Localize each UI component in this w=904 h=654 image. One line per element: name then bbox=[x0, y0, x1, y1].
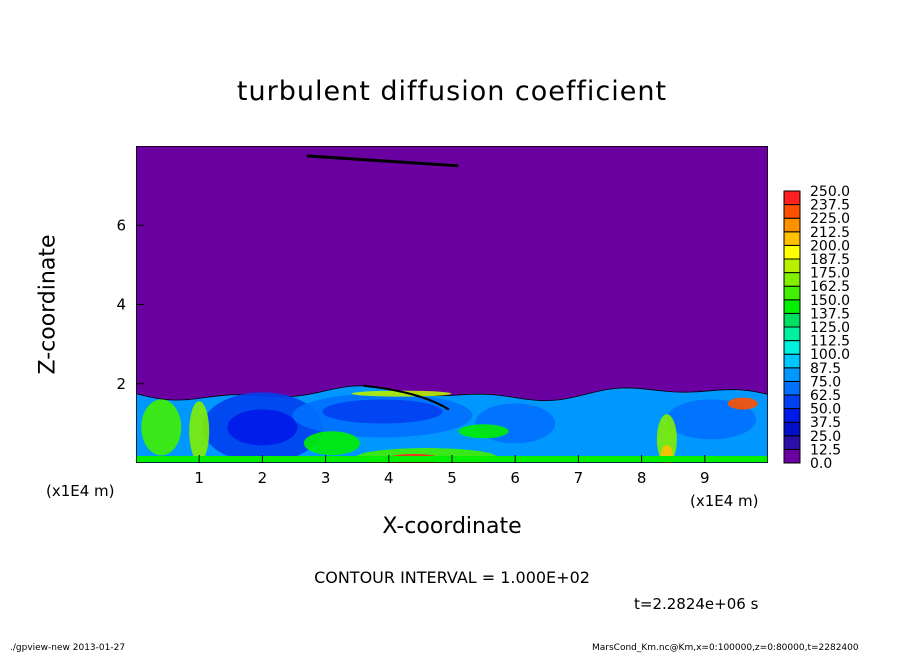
field-patch bbox=[141, 399, 182, 456]
colorbar-label: 175.0 bbox=[810, 266, 850, 282]
contour-line bbox=[363, 384, 450, 411]
colorbar-label: 75.0 bbox=[810, 374, 841, 390]
field-patch bbox=[660, 445, 673, 463]
colorbar-label: 187.5 bbox=[810, 252, 850, 268]
field-patch bbox=[727, 397, 758, 410]
y-tick-label: 2 bbox=[116, 375, 126, 393]
colorbar-swatch bbox=[783, 448, 801, 464]
field-patch bbox=[227, 409, 298, 446]
field-patch bbox=[322, 399, 443, 424]
colorbar-swatch bbox=[783, 367, 801, 382]
colorbar-label: 50.0 bbox=[810, 402, 841, 418]
colorbar-swatch bbox=[783, 380, 801, 396]
colorbar-label: 237.5 bbox=[810, 198, 850, 214]
colorbar-label: 62.5 bbox=[810, 388, 841, 404]
colorbar-swatch bbox=[783, 421, 801, 437]
colorbar-label: 0.0 bbox=[810, 456, 832, 472]
colorbar-swatch bbox=[783, 272, 801, 287]
colorbar-label: 162.5 bbox=[810, 279, 850, 295]
footer-left: ./gpview-new 2013-01-27 bbox=[10, 643, 126, 653]
colorbar-swatch bbox=[783, 340, 801, 355]
colorbar-swatch bbox=[783, 217, 801, 233]
colorbar-label: 150.0 bbox=[810, 293, 850, 309]
x-tick-label: 8 bbox=[637, 469, 647, 487]
colorbar-label: 112.5 bbox=[810, 334, 850, 350]
x-tick-label: 1 bbox=[194, 469, 204, 487]
x-axis-label: X-coordinate bbox=[382, 514, 522, 539]
colorbar-label: 225.0 bbox=[810, 211, 850, 227]
x-tick-label: 6 bbox=[510, 469, 520, 487]
colorbar-swatch bbox=[783, 312, 801, 328]
colorbar-label: 25.0 bbox=[810, 429, 841, 445]
colorbar-swatch bbox=[783, 244, 801, 260]
field-patch bbox=[458, 424, 509, 439]
colorbar-swatch bbox=[783, 231, 801, 246]
x-tick-label: 7 bbox=[574, 469, 584, 487]
colorbar-label: 100.0 bbox=[810, 347, 850, 363]
colorbar-swatch bbox=[783, 326, 801, 342]
footer-right: MarsCond_Km.nc@Km,x=0:100000,z=0:80000,t… bbox=[592, 643, 859, 653]
colorbar-label: 137.5 bbox=[810, 306, 850, 322]
x-unit-label: (x1E4 m) bbox=[690, 492, 759, 510]
colorbar-label: 212.5 bbox=[810, 225, 850, 241]
field-group bbox=[136, 146, 768, 463]
colorbar-swatch bbox=[783, 394, 801, 410]
field-patch bbox=[303, 431, 360, 456]
x-tick-label: 4 bbox=[384, 469, 394, 487]
colorbar-swatch bbox=[783, 299, 801, 314]
y-tick-label: 4 bbox=[116, 296, 126, 314]
colorbar-swatch bbox=[783, 190, 801, 206]
x-tick-label: 3 bbox=[321, 469, 331, 487]
x-tick-label: 2 bbox=[258, 469, 268, 487]
y-axis-label: Z-coordinate bbox=[35, 234, 61, 375]
x-tick-label: 5 bbox=[447, 469, 457, 487]
colorbar-label: 125.0 bbox=[810, 320, 850, 336]
field-patch bbox=[351, 390, 452, 397]
colorbar-swatch bbox=[783, 408, 801, 423]
time-label: t=2.2824e+06 s bbox=[634, 595, 759, 613]
colorbar-label: 87.5 bbox=[810, 361, 841, 377]
colorbar-swatch bbox=[783, 353, 801, 369]
colorbar-swatch bbox=[783, 285, 801, 301]
colorbar-label: 37.5 bbox=[810, 415, 841, 431]
colorbar-swatch bbox=[783, 258, 801, 274]
contour-interval: CONTOUR INTERVAL = 1.000E+02 bbox=[314, 568, 590, 587]
contour-line bbox=[306, 154, 459, 168]
colorbar-label: 250.0 bbox=[810, 184, 850, 200]
y-tick-label: 6 bbox=[116, 216, 126, 234]
field-patch bbox=[666, 399, 757, 440]
colorbar-label: 200.0 bbox=[810, 238, 850, 254]
chart-title: turbulent diffusion coefficient bbox=[236, 76, 668, 107]
colorbar-label: 12.5 bbox=[810, 442, 841, 458]
colorbar-swatch bbox=[783, 435, 801, 450]
field-patch bbox=[189, 401, 210, 462]
x-tick-label: 9 bbox=[700, 469, 710, 487]
colorbar-swatch bbox=[783, 204, 801, 219]
y-unit-label: (x1E4 m) bbox=[46, 482, 115, 500]
